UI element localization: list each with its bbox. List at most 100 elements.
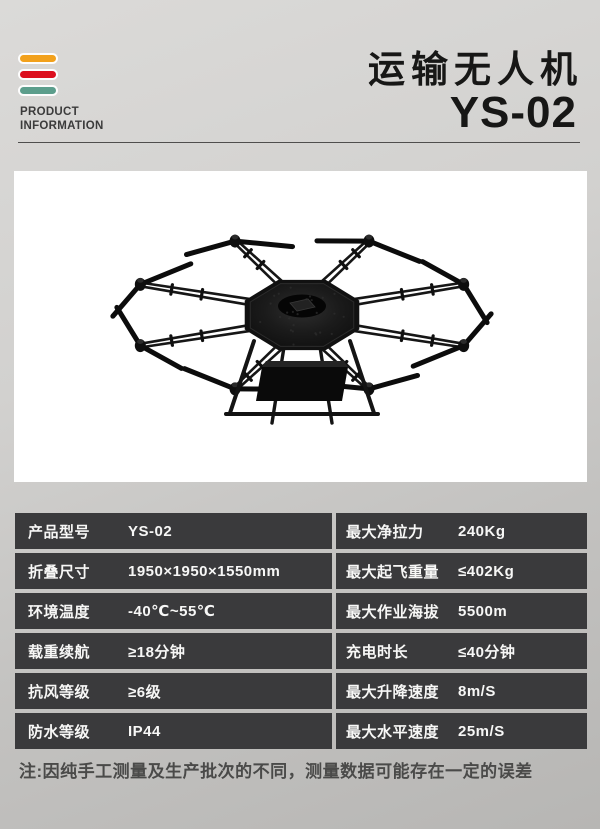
spec-row: 折叠尺寸 1950×1950×1550mm 最大起飞重量 ≤402Kg — [15, 553, 587, 589]
spec-label: 最大起飞重量 — [346, 561, 458, 582]
product-image-panel — [14, 171, 587, 482]
drone-arm-clamp — [201, 331, 203, 340]
spec-cell-left: 产品型号 YS-02 — [15, 513, 332, 549]
drone-hub-texture-dot — [290, 287, 292, 289]
drone-propeller-blade — [117, 307, 140, 345]
drone-arm-clamp — [171, 285, 173, 294]
drone-hub-texture-dot — [273, 295, 275, 297]
spec-label: 环境温度 — [28, 601, 128, 622]
drone-hub-texture-dot — [319, 331, 321, 333]
spec-cell-right: 充电时长 ≤40分钟 — [336, 633, 587, 669]
drone-propeller-blade — [184, 369, 235, 389]
header-divider — [18, 142, 580, 143]
drone-hub-texture-dot — [288, 317, 290, 319]
spec-value: ≤402Kg — [458, 563, 514, 580]
drone-arm-rail — [321, 240, 368, 283]
spec-label: 最大升降速度 — [346, 681, 458, 702]
spec-row: 产品型号 YS-02 最大净拉力 240Kg — [15, 513, 587, 549]
drone-arm-clamp — [432, 336, 434, 345]
drone-motor-cap — [137, 278, 143, 283]
spec-label: 载重续航 — [28, 641, 128, 662]
spec-cell-right: 最大水平速度 25m/S — [336, 713, 587, 749]
spec-value: -40℃~55℃ — [128, 602, 215, 620]
brand-caption-line1: PRODUCT — [20, 106, 79, 118]
model-number: YS-02 — [368, 92, 577, 134]
drone-hub-texture-dot — [259, 321, 261, 323]
drone-hub-texture-dot — [292, 330, 294, 332]
spec-row: 防水等级 IP44 最大水平速度 25m/S — [15, 713, 587, 749]
drone-image — [14, 171, 587, 482]
spec-cell-left: 环境温度 -40℃~55℃ — [15, 593, 332, 629]
logo-stripe-red — [20, 71, 56, 78]
spec-row: 环境温度 -40℃~55℃ 最大作业海拔 5500m — [15, 593, 587, 629]
spec-table: 产品型号 YS-02 最大净拉力 240Kg 折叠尺寸 1950×1950×1550mm 最… — [15, 513, 587, 749]
spec-label: 抗风等级 — [28, 681, 128, 702]
spec-value: 25m/S — [458, 723, 505, 740]
spec-value: ≥18分钟 — [128, 641, 185, 662]
spec-cell-right: 最大升降速度 8m/S — [336, 673, 587, 709]
drone-propeller-blade — [140, 346, 181, 369]
drone-propeller-blade — [464, 284, 487, 322]
drone-propeller-blade — [369, 375, 418, 388]
spec-value: ≤40分钟 — [458, 641, 515, 662]
spec-label: 充电时长 — [346, 641, 458, 662]
spec-cell-left: 载重续航 ≥18分钟 — [15, 633, 332, 669]
drone-propeller-blade — [413, 346, 463, 367]
drone-motor-cap — [366, 235, 372, 240]
drone-hub-texture-dot — [333, 313, 335, 315]
drone-propeller-blade — [422, 262, 463, 285]
header-titles: 运输无人机 YS-02 — [368, 50, 577, 134]
brand-caption-line2: INFORMATION — [20, 120, 104, 132]
drone-hub-texture-dot — [311, 299, 313, 301]
spec-label: 最大净拉力 — [346, 521, 458, 542]
spec-row: 载重续航 ≥18分钟 充电时长 ≤40分钟 — [15, 633, 587, 669]
drone-arm-clamp — [401, 331, 403, 340]
spec-row: 抗风等级 ≥6级 最大升降速度 8m/S — [15, 673, 587, 709]
spec-label: 最大水平速度 — [346, 721, 458, 742]
spec-cell-right: 最大净拉力 240Kg — [336, 513, 587, 549]
spec-cell-left: 抗风等级 ≥6级 — [15, 673, 332, 709]
drone-hub-texture-dot — [278, 293, 280, 295]
drone-payload-box-top — [262, 361, 348, 367]
drone-hub-texture-dot — [316, 312, 318, 314]
spec-label: 防水等级 — [28, 721, 128, 742]
spec-value: IP44 — [128, 723, 161, 740]
drone-hub-texture-dot — [315, 333, 317, 335]
drone-arm-clamp — [432, 285, 434, 294]
page: { "brand": { "line1": "PRODUCT", "line2"… — [0, 0, 600, 829]
drone-hub-texture-dot — [331, 333, 333, 335]
measurement-note: 注:因纯手工测量及生产批次的不同，测量数据可能存在一定的误差 — [19, 757, 589, 782]
spec-cell-left: 折叠尺寸 1950×1950×1550mm — [15, 553, 332, 589]
spec-cell-left: 防水等级 IP44 — [15, 713, 332, 749]
page-title: 运输无人机 — [368, 50, 583, 90]
spec-value: 240Kg — [458, 523, 506, 540]
spec-label: 最大作业海拔 — [346, 601, 458, 622]
spec-cell-right: 最大作业海拔 5500m — [336, 593, 587, 629]
spec-cell-right: 最大起飞重量 ≤402Kg — [336, 553, 587, 589]
logo-stripe-teal — [20, 87, 56, 94]
drone-motor-cap — [460, 278, 466, 283]
drone-hub-texture-dot — [292, 311, 294, 313]
drone-motor-cap — [232, 235, 238, 240]
spec-value: YS-02 — [128, 523, 172, 540]
spec-label: 折叠尺寸 — [28, 561, 128, 582]
drone-propeller-blade — [186, 241, 235, 254]
spec-label: 产品型号 — [28, 521, 128, 542]
drone-arm-clamp — [201, 290, 203, 299]
drone-arm-rail — [234, 242, 279, 286]
drone-motor-cap — [137, 339, 143, 344]
drone-hub-texture-dot — [279, 316, 281, 318]
drone-hub-texture-dot — [290, 329, 292, 331]
drone-hub-texture-dot — [292, 343, 294, 345]
spec-value: 5500m — [458, 603, 507, 620]
drone-hub-texture-dot — [292, 324, 294, 326]
logo-stripe-orange — [20, 55, 56, 62]
drone-propeller-blade — [369, 241, 420, 261]
spec-value: 8m/S — [458, 683, 496, 700]
drone-payload-box — [256, 367, 348, 401]
brand-logo: PRODUCT INFORMATION — [20, 55, 104, 133]
drone-propeller-blade — [113, 284, 140, 316]
drone-propeller-blade — [140, 264, 190, 285]
drone-arm-rail — [325, 242, 370, 286]
drone-hub-texture-dot — [270, 303, 272, 305]
